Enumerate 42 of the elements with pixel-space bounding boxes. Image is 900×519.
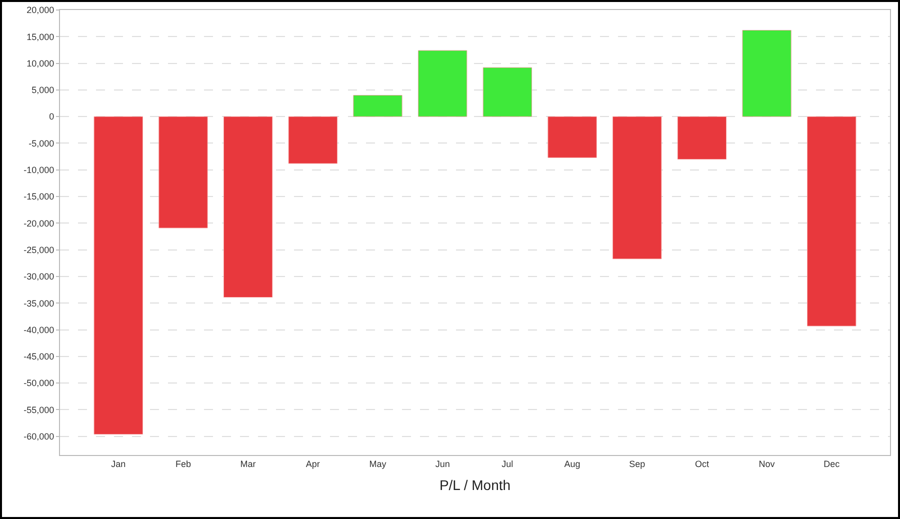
bar [482, 67, 532, 117]
x-tick-label: Aug [564, 458, 580, 469]
y-tick-label: -45,000 [24, 352, 54, 362]
x-tick-label: Feb [175, 458, 191, 469]
bar [742, 30, 792, 117]
y-tick-label: -20,000 [24, 218, 54, 228]
bar [223, 116, 273, 298]
x-tick-label: Apr [306, 458, 320, 469]
y-tick-label: -30,000 [24, 272, 54, 282]
y-tick-label: -40,000 [24, 324, 54, 335]
x-tick-label: May [369, 458, 387, 469]
bar [158, 116, 208, 228]
y-tick-label: -55,000 [24, 404, 54, 415]
bar [418, 50, 468, 117]
x-tick-label: Jan [111, 458, 126, 469]
bar [612, 116, 662, 260]
y-tick-label: 15,000 [26, 32, 54, 42]
y-tick-label: -5,000 [28, 138, 54, 148]
x-tick-label: Jun [435, 458, 450, 469]
x-tick-label: Dec [824, 458, 840, 469]
bar [807, 116, 856, 326]
y-tick-label: -25,000 [24, 244, 54, 255]
bar [288, 116, 338, 164]
y-tick-label: -50,000 [24, 378, 54, 388]
y-tick-label: 0 [49, 112, 54, 122]
y-tick-label: 10,000 [26, 58, 54, 68]
x-tick-label: Nov [758, 458, 776, 469]
x-axis-title: P/L / Month [439, 477, 511, 494]
bar [548, 116, 597, 158]
y-tick-label: 20,000 [26, 5, 54, 16]
x-tick-label: Mar [240, 458, 256, 469]
y-tick-label: -35,000 [24, 298, 54, 308]
y-tick-label: 5,000 [32, 85, 54, 96]
y-tick-label: -60,000 [24, 432, 54, 442]
y-tick-label: -15,000 [24, 192, 54, 202]
x-tick-label: Sep [629, 458, 646, 469]
y-tick-label: -10,000 [24, 165, 54, 176]
bar [677, 116, 727, 160]
x-tick-label: Oct [694, 458, 710, 469]
x-tick-label: Jul [502, 458, 514, 469]
bar [94, 116, 143, 434]
bar [353, 95, 402, 117]
